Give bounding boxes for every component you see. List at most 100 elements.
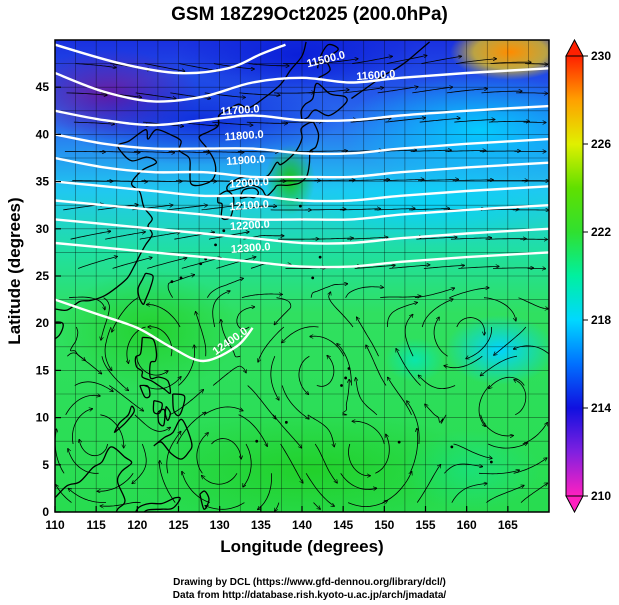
streamline: [182, 471, 210, 503]
contour-label: 12300.0: [230, 241, 271, 256]
streamline: [136, 356, 169, 376]
streamline: [478, 470, 520, 475]
coastline: [217, 190, 235, 221]
streamline: [339, 209, 381, 210]
island: [284, 420, 288, 424]
y-axis: 0 5 10 15 20 25 30 35 40 45: [36, 80, 61, 519]
streamline: [112, 257, 153, 269]
streamline: [444, 355, 483, 368]
streamline: [70, 231, 111, 240]
contour-line: [55, 218, 549, 245]
streamline: [65, 395, 101, 415]
streamline: [522, 422, 548, 445]
streamline: [135, 92, 176, 99]
streamline: [196, 311, 207, 357]
streamline: [313, 502, 321, 510]
streamline: [310, 284, 348, 298]
streamline: [458, 266, 499, 269]
streamline: [416, 237, 457, 240]
streamline: [258, 326, 285, 362]
streamline: [490, 62, 532, 63]
credit-data: Data from http://database.rish.kyoto-u.a…: [172, 590, 447, 601]
streamline: [525, 64, 548, 65]
streamline: [205, 502, 245, 510]
streamline: [350, 118, 392, 123]
streamline: [480, 355, 517, 376]
streamline: [445, 151, 486, 152]
colorbar-tick-label: 218: [591, 313, 611, 327]
streamline: [203, 406, 243, 416]
streamline: [221, 319, 241, 358]
streamline: [133, 151, 175, 152]
colorbar: 210 214 218 222 226 230: [565, 38, 611, 514]
streamline: [377, 87, 418, 94]
streamline: [433, 317, 448, 357]
coastline: [55, 446, 133, 512]
streamline: [201, 205, 243, 211]
streamline: [396, 349, 421, 386]
island: [255, 439, 259, 443]
streamline: [389, 265, 430, 269]
colorbar-tick-label: 226: [591, 137, 611, 151]
streamline: [418, 180, 459, 181]
streamline: [305, 209, 346, 210]
contour-label: 11700.0: [220, 103, 260, 118]
streamline: [146, 305, 181, 328]
streamline: [513, 458, 547, 474]
streamline: [202, 473, 238, 485]
streamline: [248, 63, 290, 66]
streamline: [141, 181, 183, 182]
streamline: [238, 414, 268, 447]
streamline: [64, 151, 106, 152]
x-tick-label: 145: [333, 518, 353, 532]
colorbar-tick-label: 230: [591, 49, 611, 63]
coastline: [437, 40, 439, 41]
streamline: [143, 377, 181, 390]
streamline: [514, 380, 527, 416]
streamline: [314, 443, 337, 483]
streamline: [410, 150, 452, 151]
streamline: [283, 62, 324, 64]
streamline: [144, 63, 185, 72]
streamline: [247, 385, 276, 420]
streamline: [109, 385, 143, 412]
island: [214, 243, 217, 247]
height-contours: [55, 43, 549, 363]
coastline: [164, 405, 171, 422]
streamline: [72, 181, 113, 182]
y-tick-label: 45: [36, 80, 50, 94]
contour-label: 12000.0: [229, 176, 270, 191]
streamline: [168, 151, 210, 152]
streamline: [352, 56, 392, 64]
streamline: [203, 151, 244, 152]
streamline: [167, 275, 195, 298]
streamline: [72, 409, 92, 445]
y-tick-label: 30: [36, 222, 50, 236]
contour-label: 11800.0: [224, 129, 264, 144]
streamline: [105, 232, 145, 240]
streamline: [310, 336, 345, 357]
streamline: [382, 471, 412, 503]
y-tick-label: 10: [36, 411, 50, 425]
streamline: [236, 206, 277, 211]
coastline: [139, 384, 151, 399]
streamline: [75, 63, 117, 68]
streamline: [520, 483, 548, 503]
coastlines: [55, 40, 493, 512]
streamline: [196, 433, 209, 474]
coastline: [55, 321, 64, 340]
streamline: [166, 205, 208, 211]
streamline: [258, 473, 273, 509]
streamline: [212, 291, 231, 328]
streamline: [480, 414, 514, 436]
contour-label: 12100.0: [229, 199, 270, 214]
colorbar-bottom-arrow: [565, 495, 584, 514]
streamline: [179, 63, 219, 71]
x-tick-label: 115: [86, 518, 106, 532]
streamline: [79, 439, 109, 457]
streamline: [270, 356, 279, 400]
island: [311, 276, 315, 280]
streamline: [317, 59, 359, 64]
contour-label: 11900.0: [226, 153, 266, 168]
